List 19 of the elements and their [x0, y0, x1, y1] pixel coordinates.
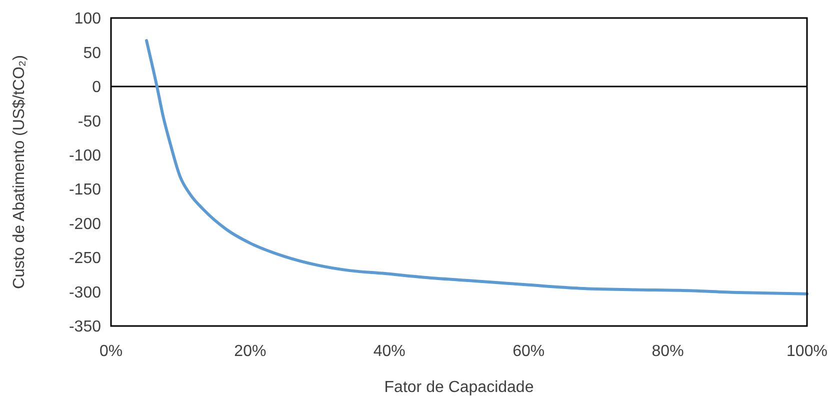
line-series — [144, 39, 808, 296]
y-tick-label: 50 — [83, 44, 102, 62]
x-tick-label: 100% — [786, 343, 828, 360]
y-tick-label: -350 — [68, 318, 102, 336]
y-tick-label: -200 — [68, 216, 102, 233]
y-tick-label: -150 — [68, 182, 102, 199]
x-tick-label: 60% — [512, 343, 545, 360]
x-tick-label: 80% — [652, 343, 684, 360]
y-tick-label: -250 — [68, 250, 102, 268]
y-tick-label: 0 — [92, 79, 102, 96]
x-tick-label: 0% — [99, 343, 123, 360]
y-tick-label: 100 — [74, 10, 102, 28]
x-tick-label: 20% — [234, 343, 266, 360]
y-axis-title: Custo de Abatimento (US$/tCO₂) — [11, 55, 28, 289]
y-tick-label: -300 — [68, 284, 102, 302]
y-tick-label: -100 — [68, 147, 102, 164]
y-tick-label: -50 — [78, 113, 102, 130]
x-tick-label: 40% — [373, 343, 406, 360]
x-axis-title: Fator de Capacidade — [384, 379, 534, 396]
